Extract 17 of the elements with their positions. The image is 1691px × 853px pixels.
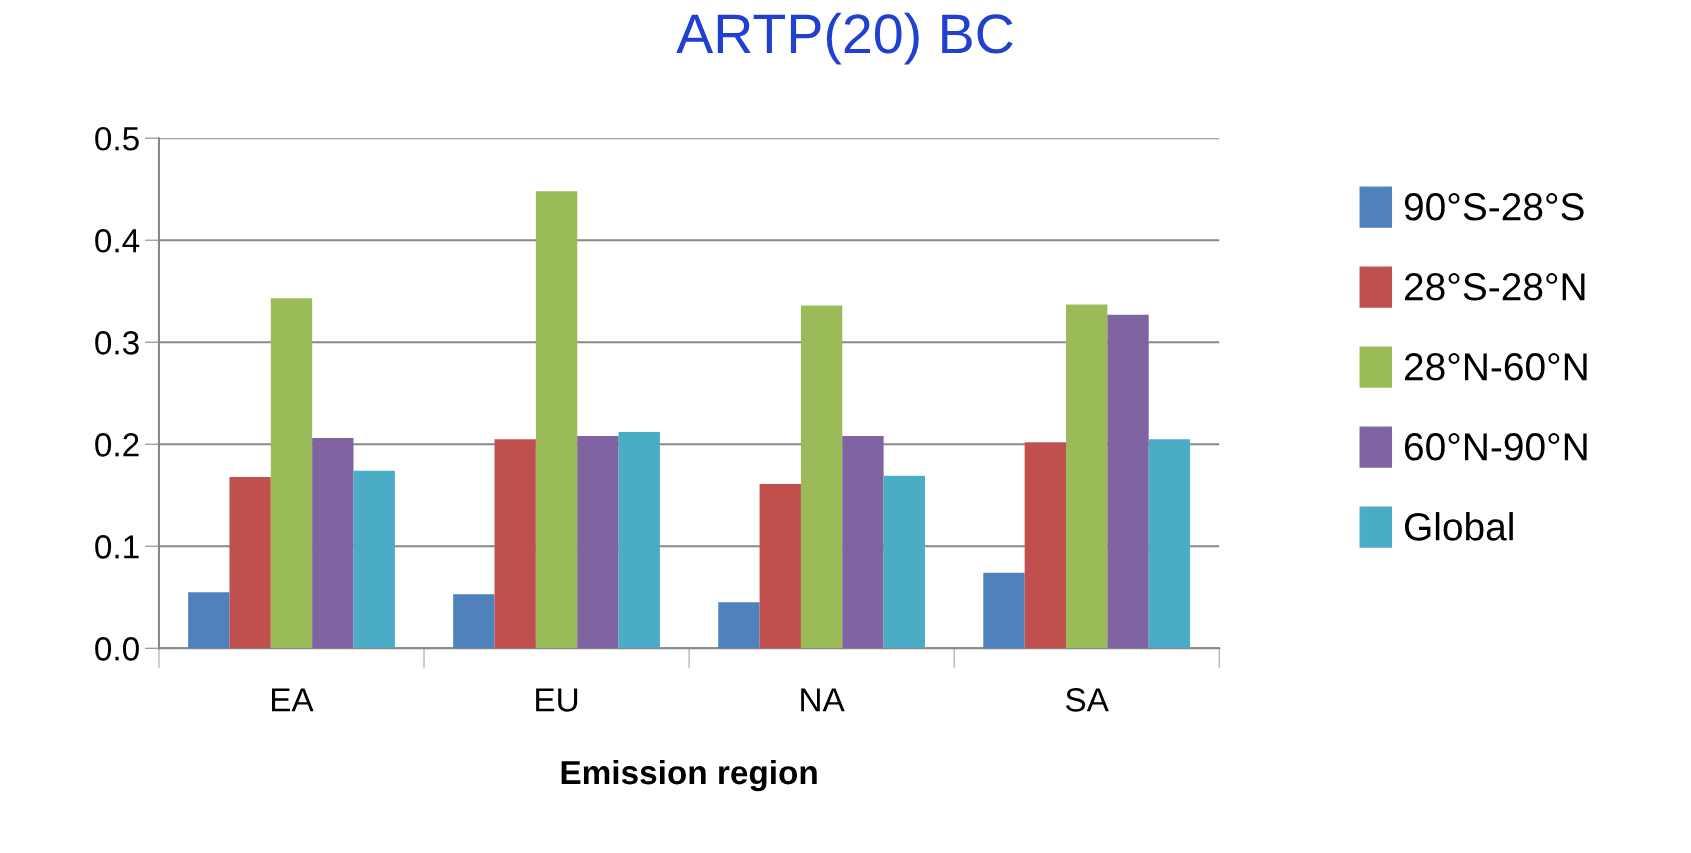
- legend-label: 60°N-90°N: [1404, 433, 1587, 461]
- x-tick-label: SA: [1065, 688, 1109, 712]
- y-tick-label: 0.0: [95, 637, 139, 661]
- y-tick-label: 0.2: [95, 433, 139, 457]
- legend-label: Global: [1404, 512, 1513, 541]
- y-tick-label: 0.5: [95, 126, 139, 151]
- y-tick-label: 0.3: [95, 331, 139, 355]
- legend-label: 90°S-28°S: [1404, 193, 1584, 221]
- chart-title: ARTP(20) BC: [676, 12, 1013, 65]
- y-tick-label: 0.4: [95, 229, 140, 253]
- x-tick-label: EU: [536, 688, 578, 712]
- x-tick-label: EA: [271, 688, 314, 712]
- x-axis-title: Emission region: [561, 759, 817, 792]
- legend-label: 28°N-60°N: [1404, 353, 1587, 381]
- x-tick-label: NA: [801, 688, 845, 712]
- legend-label: 28°S-28°N: [1404, 273, 1585, 301]
- y-tick-label: 0.1: [95, 535, 139, 559]
